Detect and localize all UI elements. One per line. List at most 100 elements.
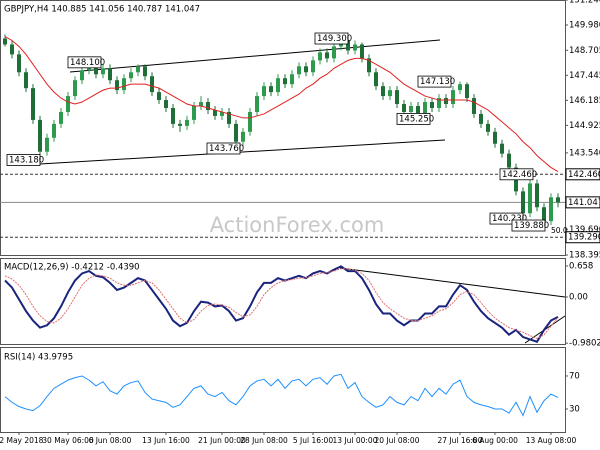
header: GBPJPY,H4 140.885 141.056 140.787 141.04… [4, 5, 200, 15]
annotation-box [511, 219, 546, 232]
candle-body [122, 78, 126, 91]
candle-body [311, 60, 315, 73]
trend-line [339, 267, 566, 298]
candle-body [269, 86, 273, 93]
macd-panel [0, 258, 566, 345]
candle-body [458, 84, 462, 91]
candle-body [248, 111, 252, 132]
indicator-line [4, 265, 559, 343]
trend-line [69, 39, 441, 73]
candle-body [360, 44, 364, 59]
x-tick-label: 5 Jul 16:00 [293, 436, 333, 445]
candle-body [318, 52, 322, 61]
x-tick-label: 6 Jun 08:00 [89, 436, 132, 445]
annotation-box [206, 142, 241, 155]
watermark: ActionForex.com [210, 213, 385, 237]
y-tick-label: 138.395 [569, 251, 600, 261]
candle-body [150, 76, 154, 93]
candle-body [465, 84, 469, 99]
level-label: 142.460 [568, 170, 600, 180]
candle-body [486, 123, 490, 132]
candle-body [479, 113, 483, 124]
candle-body [185, 119, 189, 126]
candle-body [255, 96, 259, 112]
y-tick-label: 149.980 [569, 21, 600, 31]
candle-body [115, 80, 119, 91]
annotation-label: 142.460 [502, 170, 537, 180]
annotation-label: 140.230 [492, 214, 527, 224]
candle-body [549, 197, 553, 222]
indicator-line [4, 373, 559, 417]
candle-body [304, 66, 308, 73]
candle-body [290, 74, 294, 85]
y-tick-label: 143.540 [569, 148, 600, 158]
panel-title: MACD(12,26,9) -0.4212 -0.4390 [4, 263, 140, 273]
candle-body [17, 54, 21, 73]
candle-body [31, 88, 35, 120]
price-panel [0, 0, 566, 256]
candle-body [388, 90, 392, 97]
annotation-box [314, 32, 349, 45]
y-tick-label: 146.185 [569, 96, 600, 106]
candle-body [199, 102, 203, 107]
annotation-label: 143.760 [209, 144, 244, 154]
level-label: 139.290 [568, 233, 600, 243]
panel-title: RSI(14) 43.9795 [4, 353, 73, 363]
level-box [565, 168, 600, 181]
candle-body [297, 66, 301, 75]
candle-body [367, 58, 371, 73]
annotation-label: 149.300 [317, 34, 352, 44]
candle-body [157, 92, 161, 101]
candle-body [395, 90, 399, 105]
fib-label: 50.0 [551, 226, 568, 235]
candle-body [52, 123, 56, 138]
candle-body [521, 191, 525, 214]
candle-body [129, 72, 133, 79]
annotation-label: 147.130 [420, 77, 455, 87]
y-tick-label: 147.445 [569, 71, 600, 81]
candle-body [227, 111, 231, 124]
candle-body [507, 153, 511, 168]
y-tick-label: -0.9802 [569, 339, 600, 349]
rsi-panel [0, 347, 566, 433]
candle-body [346, 40, 350, 51]
candle-body [353, 44, 357, 51]
candle-body [73, 80, 77, 97]
candle-body [542, 207, 546, 222]
candle-body [38, 119, 42, 152]
candle-body [556, 197, 560, 203]
x-tick-label: 21 Jun 00:00 [198, 436, 246, 445]
candle-body [332, 46, 336, 59]
x-tick-label: 22 May 2018 [0, 436, 44, 445]
x-tick-label: 27 Jul 16:00 [438, 436, 483, 445]
candle-body [171, 107, 175, 124]
candle-body [94, 66, 98, 75]
candle-body [409, 106, 413, 112]
candle-body [374, 72, 378, 87]
y-tick-label: 30 [569, 404, 580, 414]
candle-body [444, 98, 448, 105]
annotation-label: 143.180 [9, 156, 44, 166]
candle-body [10, 44, 14, 55]
candle-body [381, 86, 385, 97]
x-tick-label: 6 Aug 00:00 [472, 436, 518, 445]
y-tick-label: 139.690 [569, 225, 600, 235]
level-box [565, 196, 600, 209]
x-tick-label: 13 Aug 08:00 [526, 436, 577, 445]
candle-body [24, 72, 28, 89]
candle-body [136, 66, 140, 73]
candle-body [80, 70, 84, 81]
candle-body [108, 68, 112, 81]
x-tick-label: 13 Jun 16:00 [142, 436, 190, 445]
candle-body [451, 90, 455, 105]
candle-body [493, 131, 497, 144]
candle-body [234, 123, 238, 142]
candle-body [101, 68, 105, 75]
candle-body [66, 96, 70, 112]
candle-body [528, 183, 532, 214]
annotation-box [489, 212, 524, 225]
annotation-box [67, 56, 102, 69]
candle-body [423, 102, 427, 114]
candle-body [430, 102, 434, 108]
